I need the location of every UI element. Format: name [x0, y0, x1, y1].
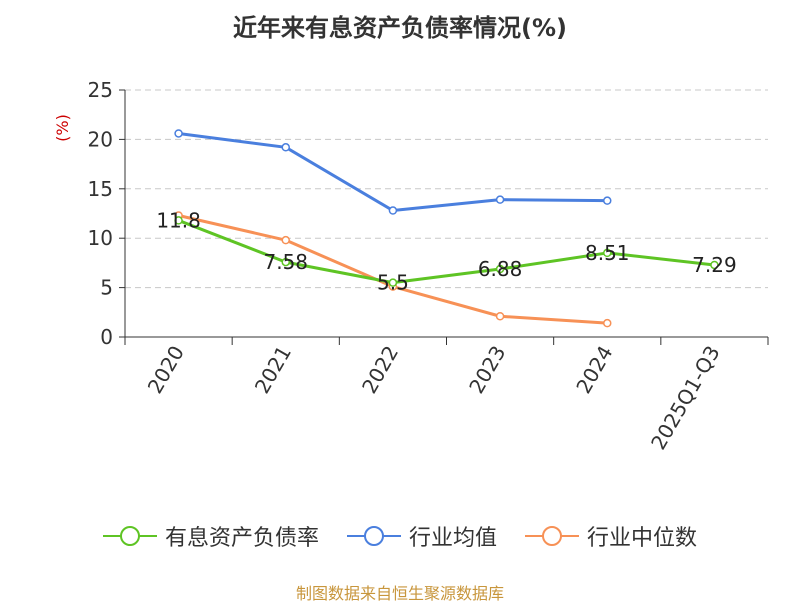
data-point: [281, 235, 290, 245]
legend-label-industry-mean: 行业均值: [408, 526, 497, 551]
legend-marker-industry-median: [525, 526, 579, 546]
data-point: [710, 260, 719, 270]
chart-title: 近年来有息资产负债率情况(%): [233, 14, 567, 42]
y-tick-label: 20: [88, 127, 113, 151]
chart-legend: 有息资产负债率 行业均值 行业中位数: [0, 520, 800, 552]
y-axis-label: (%): [53, 114, 72, 142]
data-point: [495, 264, 505, 274]
y-tick-label: 25: [88, 78, 113, 102]
data-label: 5.5: [377, 271, 409, 295]
data-point: [603, 318, 612, 328]
x-tick-label: 2020: [143, 342, 189, 398]
data-source-note: 制图数据来自恒生聚源数据库: [295, 584, 504, 603]
data-point: [603, 248, 612, 258]
data-label: 11.8: [156, 208, 201, 232]
data-point: [495, 195, 505, 204]
x-tick-label: 2022: [357, 342, 403, 398]
y-tick-label: 5: [100, 276, 113, 300]
legend-label-interest-debt-ratio: 有息资产负债率: [164, 526, 319, 551]
legend-item-industry-median[interactable]: 行业中位数: [525, 520, 697, 552]
data-point: [281, 143, 290, 152]
x-tick-label: 2021: [250, 342, 296, 398]
y-tick-label: 0: [100, 325, 113, 349]
legend-item-interest-debt-ratio[interactable]: 有息资产负债率: [102, 520, 319, 552]
data-label: 8.51: [585, 241, 630, 265]
series-line: [178, 131, 608, 213]
legend-marker-interest-debt-ratio: [102, 526, 157, 546]
data-point: [495, 312, 505, 321]
data-point: [174, 129, 183, 138]
data-label: 7.29: [692, 253, 737, 277]
x-tick-label: 2024: [571, 342, 617, 398]
legend-label-industry-median: 行业中位数: [587, 526, 698, 551]
x-tick-label: 2025Q1-Q3: [646, 342, 725, 454]
data-label: 6.88: [478, 257, 523, 281]
y-tick-label: 10: [88, 226, 113, 250]
series-line: [178, 219, 715, 285]
x-tick-label: 2023: [464, 342, 510, 398]
data-point: [603, 196, 612, 205]
data-point: [388, 278, 398, 287]
series-line: [178, 214, 608, 325]
data-point: [281, 257, 290, 267]
legend-item-industry-mean[interactable]: 行业均值: [346, 520, 497, 552]
data-point: [388, 206, 398, 215]
data-point: [174, 216, 183, 225]
data-label: 7.58: [263, 250, 308, 274]
y-tick-label: 15: [88, 177, 113, 201]
legend-marker-industry-mean: [346, 526, 401, 546]
